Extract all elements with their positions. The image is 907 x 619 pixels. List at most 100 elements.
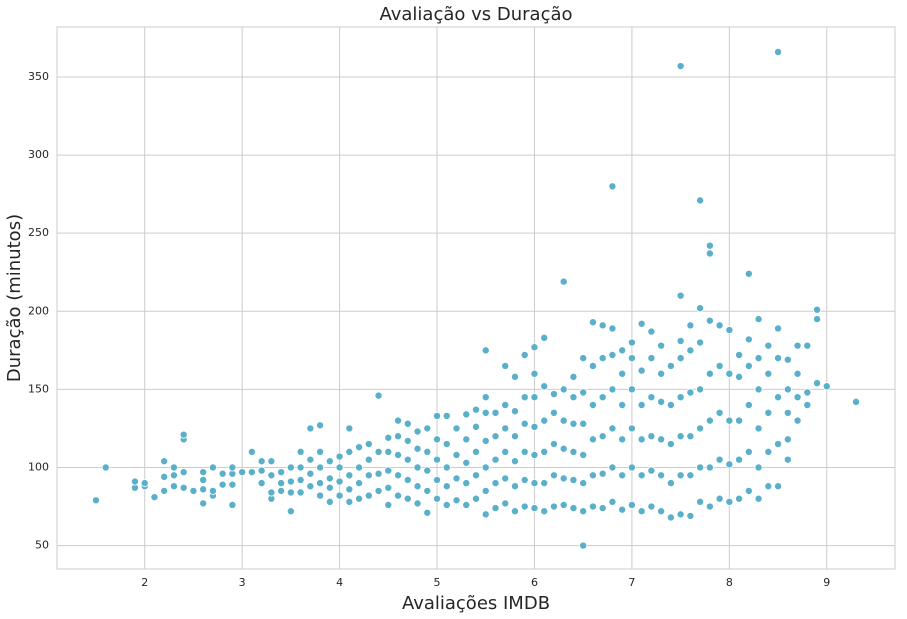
point xyxy=(501,361,510,370)
point xyxy=(374,469,383,478)
point xyxy=(608,182,617,191)
point xyxy=(715,408,724,417)
point xyxy=(199,475,208,484)
point xyxy=(394,432,403,441)
point xyxy=(705,416,714,425)
point xyxy=(442,440,451,449)
point xyxy=(715,321,724,330)
point xyxy=(735,351,744,360)
point xyxy=(364,440,373,449)
point xyxy=(696,385,705,394)
point xyxy=(686,321,695,330)
point xyxy=(355,463,364,472)
x-axis-label: Avaliações IMDB xyxy=(402,593,550,614)
point xyxy=(179,430,188,439)
point xyxy=(569,504,578,513)
point xyxy=(286,477,295,486)
point xyxy=(764,341,773,350)
point xyxy=(637,435,646,444)
point xyxy=(325,457,334,466)
point xyxy=(754,424,763,433)
point xyxy=(530,450,539,459)
point xyxy=(774,393,783,402)
point xyxy=(783,435,792,444)
point xyxy=(364,455,373,464)
point xyxy=(676,354,685,363)
point xyxy=(257,466,266,475)
point xyxy=(442,482,451,491)
point xyxy=(442,500,451,509)
point xyxy=(316,421,325,430)
point xyxy=(666,400,675,409)
point xyxy=(452,474,461,483)
point xyxy=(530,393,539,402)
point xyxy=(725,497,734,506)
point xyxy=(179,468,188,477)
point xyxy=(744,400,753,409)
point xyxy=(520,419,529,428)
point xyxy=(257,457,266,466)
point xyxy=(569,447,578,456)
y-tick-label: 350 xyxy=(28,70,49,83)
point xyxy=(764,482,773,491)
point xyxy=(647,327,656,336)
point xyxy=(754,385,763,394)
point xyxy=(696,196,705,205)
x-tick-label: 6 xyxy=(531,576,538,589)
point xyxy=(540,447,549,456)
point xyxy=(462,500,471,509)
point xyxy=(481,486,490,495)
point xyxy=(579,450,588,459)
point xyxy=(433,475,442,484)
point xyxy=(569,475,578,484)
point xyxy=(160,457,169,466)
point xyxy=(559,416,568,425)
point xyxy=(403,475,412,484)
point xyxy=(238,468,247,477)
point xyxy=(793,341,802,350)
point xyxy=(208,486,217,495)
point xyxy=(705,369,714,378)
point xyxy=(608,351,617,360)
point xyxy=(783,385,792,394)
point xyxy=(403,494,412,503)
point xyxy=(530,504,539,513)
point xyxy=(783,455,792,464)
point xyxy=(559,500,568,509)
point xyxy=(218,469,227,478)
point xyxy=(491,432,500,441)
point xyxy=(335,491,344,500)
point xyxy=(813,305,822,314)
point xyxy=(657,507,666,516)
x-tick-label: 5 xyxy=(434,576,441,589)
point xyxy=(676,62,685,71)
point xyxy=(569,372,578,381)
point xyxy=(744,486,753,495)
point xyxy=(588,471,597,480)
point xyxy=(764,447,773,456)
point xyxy=(696,424,705,433)
point xyxy=(696,497,705,506)
point xyxy=(744,335,753,344)
point xyxy=(657,397,666,406)
point xyxy=(306,482,315,491)
point xyxy=(510,482,519,491)
point xyxy=(199,485,208,494)
point xyxy=(286,463,295,472)
point xyxy=(725,326,734,335)
point xyxy=(501,499,510,508)
point xyxy=(783,408,792,417)
point xyxy=(510,457,519,466)
point xyxy=(637,400,646,409)
point xyxy=(647,393,656,402)
point xyxy=(715,361,724,370)
point xyxy=(579,388,588,397)
point xyxy=(491,408,500,417)
point xyxy=(325,474,334,483)
point xyxy=(247,468,256,477)
point xyxy=(676,471,685,480)
point xyxy=(754,463,763,472)
point xyxy=(676,291,685,300)
point xyxy=(530,422,539,431)
